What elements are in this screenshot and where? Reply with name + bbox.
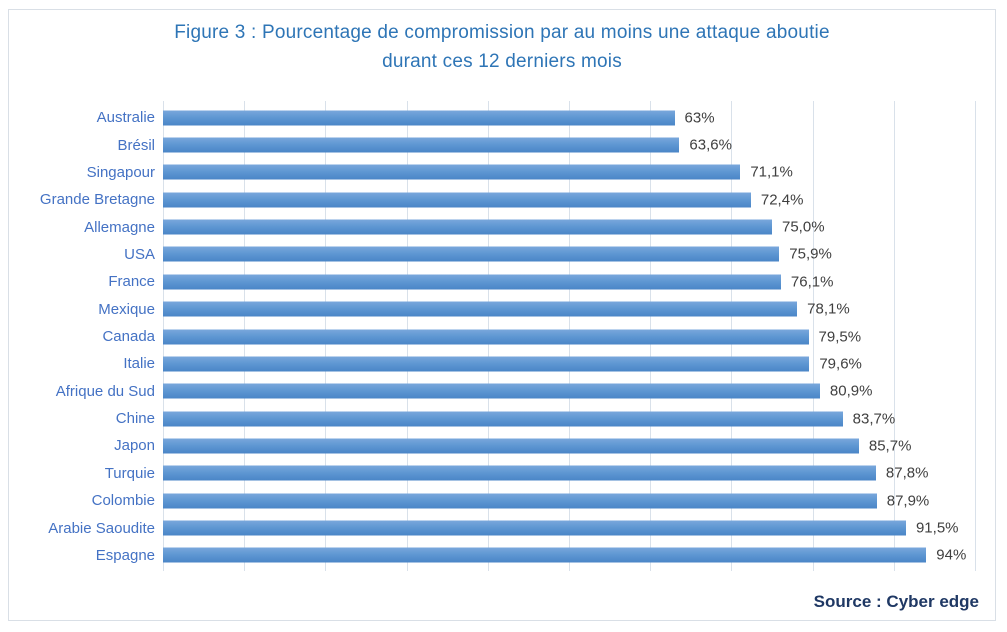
value-label: 83,7% [852,410,896,428]
bar-row: Grande Bretagne 72,4% [9,186,975,213]
bar [163,329,809,345]
category-label: Italie [123,355,155,373]
chart-title-line-2: durant ces 12 derniers mois [382,51,622,72]
category-label: Singapour [86,163,155,181]
bar-row: Japon 85,7% [9,432,975,459]
gridline-80 [812,101,814,571]
value-label: 75,9% [789,245,832,263]
bar [163,301,798,317]
bar [163,246,780,262]
bar-row: Chine 83,7% [9,405,975,432]
bar-row: Australie 63% [9,104,975,131]
bar-row: Espagne 94% [9,542,975,569]
bar-row: Afrique du Sud 80,9% [9,378,975,405]
bar-row: Arabie Saoudite 91,5% [9,514,975,541]
plot-cell: 79,5% [163,323,975,350]
value-label: 78,1% [807,300,850,318]
category-label: Espagne [95,546,155,564]
bar-rows: Australie 63% Brésil 63,6% Singapour 71,1% Gra… [9,104,975,569]
plot-cell: 80,9% [163,378,975,405]
category-label: USA [124,245,155,263]
chart-title: Figure 3 : Pourcentage de compromission … [9,18,995,76]
bar [163,383,820,399]
bar [163,493,877,509]
value-label: 63% [684,109,715,127]
bar-row: Turquie 87,8% [9,460,975,487]
bar-row: Brésil 63,6% [9,131,975,158]
plot-cell: 94% [163,542,975,569]
bar [163,547,927,563]
category-label: Arabie Saoudite [48,519,155,537]
category-label: Grande Bretagne [39,191,155,209]
category-label: Canada [102,328,155,346]
category-label: Australie [96,109,155,127]
source-label: Source : Cyber edge [813,592,979,611]
bar [163,438,859,454]
category-label: Mexique [98,300,155,318]
chart-title-line-1: Figure 3 : Pourcentage de compromission … [174,22,830,43]
value-label: 87,9% [886,492,930,510]
plot-cell: 63,6% [163,131,975,158]
value-label: 63,6% [689,136,732,154]
category-label: Japon [114,437,155,455]
plot-cell: 79,6% [163,350,975,377]
bar [163,520,906,536]
category-label: Chine [115,410,155,428]
plot-cell: 87,8% [163,460,975,487]
plot-cell: 91,5% [163,514,975,541]
bar-row: France 76,1% [9,268,975,295]
value-label: 94% [936,546,967,564]
value-label: 85,7% [868,437,912,455]
value-label: 91,5% [915,519,959,537]
value-label: 72,4% [760,191,804,209]
category-label: Turquie [104,464,155,482]
plot-cell: 72,4% [163,186,975,213]
bar-row: Allemagne 75,0% [9,213,975,240]
bar [163,411,843,427]
bar-row: Colombie 87,9% [9,487,975,514]
plot-cell: 71,1% [163,159,975,186]
bar-row: USA 75,9% [9,241,975,268]
category-label: Brésil [117,136,155,154]
plot-cell: 76,1% [163,268,975,295]
gridline-100 [975,101,976,571]
value-label: 76,1% [790,273,834,291]
gridline-90 [893,101,895,571]
bar [163,219,772,235]
bar-row: Canada 79,5% [9,323,975,350]
plot-cell: 85,7% [163,432,975,459]
value-label: 79,5% [818,328,862,346]
category-label: France [108,273,155,291]
bar-row: Italie 79,6% [9,350,975,377]
figure-border: Figure 3 : Pourcentage de compromission … [8,9,996,621]
bar [163,274,781,290]
category-label: Colombie [91,492,155,510]
category-label: Afrique du Sud [55,382,155,400]
bar-row: Singapour 71,1% [9,159,975,186]
bar [163,356,810,372]
value-label: 87,8% [885,464,929,482]
value-label: 71,1% [750,163,793,181]
bar [163,164,741,180]
bar [163,137,680,153]
value-label: 79,6% [819,355,862,373]
plot-cell: 75,9% [163,241,975,268]
plot-cell: 78,1% [163,296,975,323]
bar [163,465,876,481]
bar [163,192,751,208]
bar [163,110,675,126]
plot-cell: 87,9% [163,487,975,514]
value-label: 75,0% [782,218,825,236]
category-label: Allemagne [84,218,155,236]
plot-cell: 83,7% [163,405,975,432]
value-label: 80,9% [829,382,873,400]
plot-cell: 75,0% [163,213,975,240]
bar-row: Mexique 78,1% [9,296,975,323]
plot-cell: 63% [163,104,975,131]
